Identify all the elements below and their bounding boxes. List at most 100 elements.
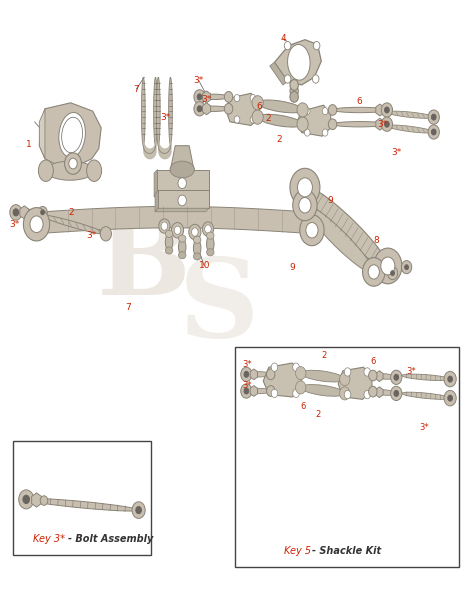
Ellipse shape	[306, 188, 387, 267]
Ellipse shape	[333, 121, 387, 127]
Ellipse shape	[193, 236, 201, 243]
Ellipse shape	[252, 110, 263, 124]
Circle shape	[100, 227, 111, 241]
Ellipse shape	[193, 253, 201, 260]
Circle shape	[431, 114, 436, 120]
Circle shape	[132, 502, 145, 519]
Ellipse shape	[200, 106, 228, 111]
Circle shape	[194, 90, 205, 104]
Circle shape	[448, 395, 453, 401]
Ellipse shape	[16, 209, 43, 215]
Circle shape	[18, 490, 34, 509]
Text: 3*: 3*	[201, 95, 212, 104]
Text: 3*: 3*	[9, 220, 19, 229]
Ellipse shape	[290, 85, 298, 97]
Polygon shape	[250, 369, 257, 380]
Text: Key 3*: Key 3*	[33, 534, 65, 544]
Polygon shape	[39, 103, 101, 166]
FancyBboxPatch shape	[157, 169, 209, 194]
Circle shape	[284, 75, 291, 83]
Polygon shape	[270, 63, 288, 85]
Ellipse shape	[38, 160, 54, 182]
Polygon shape	[297, 105, 331, 136]
Ellipse shape	[373, 389, 396, 395]
Text: 7: 7	[133, 85, 139, 94]
Circle shape	[444, 371, 456, 387]
Text: S: S	[178, 253, 258, 360]
Ellipse shape	[290, 91, 298, 102]
Circle shape	[178, 195, 186, 206]
Circle shape	[428, 125, 439, 139]
Circle shape	[37, 210, 45, 220]
Circle shape	[328, 105, 337, 115]
Circle shape	[391, 370, 402, 385]
Text: Key 5: Key 5	[284, 546, 311, 555]
Polygon shape	[376, 118, 384, 130]
Circle shape	[381, 103, 392, 117]
Ellipse shape	[30, 216, 43, 233]
Text: 6: 6	[300, 402, 305, 411]
Text: 9: 9	[290, 263, 295, 272]
Circle shape	[428, 110, 439, 124]
Polygon shape	[202, 91, 210, 103]
Circle shape	[205, 225, 211, 233]
Circle shape	[174, 226, 181, 234]
Circle shape	[250, 94, 256, 102]
Text: 2: 2	[315, 410, 320, 419]
Ellipse shape	[290, 79, 298, 90]
Ellipse shape	[301, 385, 345, 396]
Ellipse shape	[207, 236, 214, 252]
Ellipse shape	[246, 371, 271, 377]
Circle shape	[344, 368, 351, 376]
Circle shape	[197, 106, 202, 112]
Circle shape	[10, 204, 22, 220]
Text: 4: 4	[280, 34, 286, 43]
Circle shape	[405, 265, 409, 269]
Polygon shape	[338, 367, 372, 399]
Circle shape	[266, 369, 275, 380]
Circle shape	[191, 228, 198, 236]
Ellipse shape	[373, 374, 396, 379]
Text: 10: 10	[199, 261, 210, 270]
Ellipse shape	[257, 100, 302, 113]
Ellipse shape	[296, 367, 306, 380]
Text: 3*: 3*	[406, 367, 416, 376]
Ellipse shape	[154, 77, 157, 145]
Ellipse shape	[301, 193, 308, 207]
Ellipse shape	[387, 111, 434, 118]
Circle shape	[384, 121, 389, 127]
Circle shape	[364, 368, 371, 376]
Circle shape	[394, 374, 399, 380]
Circle shape	[448, 376, 453, 382]
Polygon shape	[274, 40, 321, 85]
Circle shape	[284, 41, 291, 50]
Polygon shape	[20, 206, 29, 219]
Text: 3*: 3*	[87, 231, 97, 240]
Ellipse shape	[306, 206, 373, 273]
Ellipse shape	[165, 234, 173, 251]
Circle shape	[328, 119, 337, 130]
Circle shape	[194, 102, 205, 116]
Ellipse shape	[87, 160, 101, 182]
Ellipse shape	[290, 168, 320, 206]
Polygon shape	[171, 145, 194, 169]
Circle shape	[40, 496, 48, 505]
Ellipse shape	[178, 252, 186, 259]
Ellipse shape	[402, 374, 450, 380]
Ellipse shape	[41, 215, 106, 234]
Ellipse shape	[293, 190, 317, 221]
Text: - Shackle Kit: - Shackle Kit	[312, 546, 381, 555]
Polygon shape	[263, 363, 301, 397]
Circle shape	[178, 178, 186, 189]
Text: 2: 2	[276, 135, 282, 144]
Circle shape	[202, 222, 214, 236]
Text: 6: 6	[356, 97, 362, 106]
Text: 2: 2	[265, 114, 271, 123]
Circle shape	[172, 222, 183, 238]
Text: B: B	[96, 212, 191, 319]
Polygon shape	[39, 109, 45, 159]
Ellipse shape	[288, 44, 310, 80]
Circle shape	[401, 261, 412, 273]
Circle shape	[444, 391, 456, 406]
Circle shape	[304, 108, 310, 115]
